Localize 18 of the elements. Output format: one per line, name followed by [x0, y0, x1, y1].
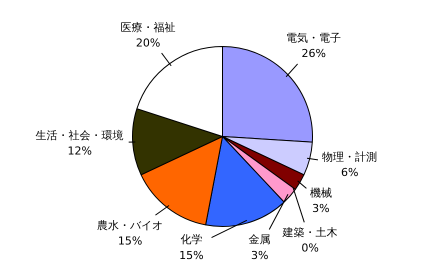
text: 0%	[301, 242, 319, 255]
data-label: 12%	[67, 144, 92, 158]
data-label: 15%	[118, 234, 142, 248]
slice-label: 金属	[248, 233, 271, 246]
data-label: 3%	[250, 248, 268, 262]
slice-label: 物理・計測	[322, 150, 378, 164]
slice-label: 農水・バイオ	[97, 218, 164, 232]
slice-label: 化学	[180, 233, 202, 246]
slice-label: 電気・電子	[286, 32, 342, 45]
slice-label: 医療・福祉	[120, 20, 176, 34]
data-label: 15%	[179, 248, 204, 262]
data-label: 20%	[136, 36, 160, 50]
slice-label: 生活・社会・環境	[36, 128, 124, 142]
category-label: 建築・土木	[282, 226, 338, 239]
data-label: 26%	[301, 47, 326, 60]
data-label: 6%	[340, 166, 358, 179]
data-label: 3%	[312, 202, 330, 215]
slice-label: 機械	[310, 186, 332, 200]
